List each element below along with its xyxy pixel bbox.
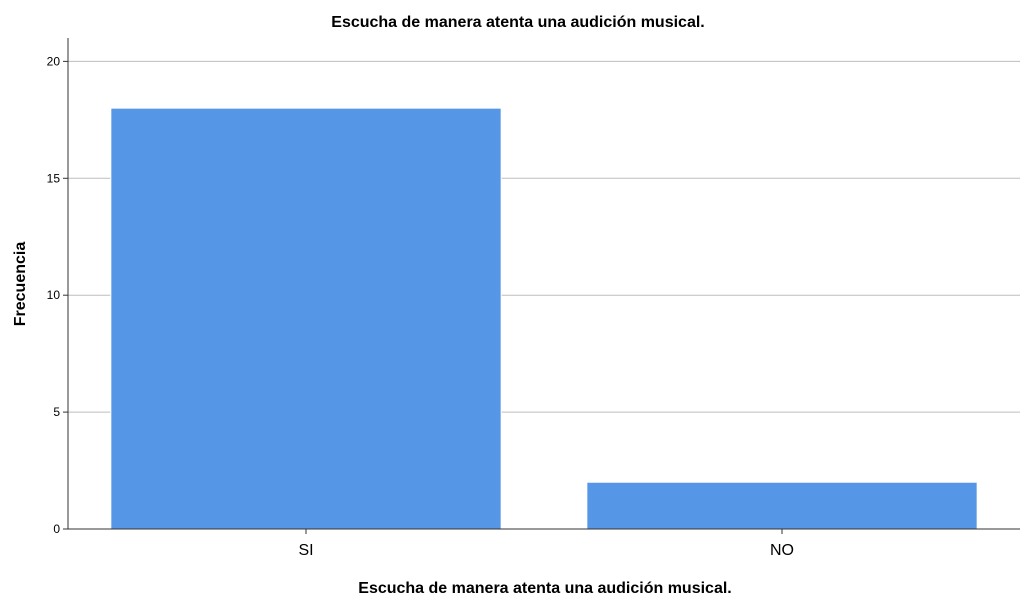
y-tick-label: 5: [53, 405, 60, 419]
chart-title: Escucha de manera atenta una audición mu…: [331, 14, 704, 31]
y-tick-label: 15: [47, 171, 61, 185]
y-axis-label: Frecuencia: [12, 242, 29, 327]
y-tick-label: 10: [47, 288, 61, 302]
y-ticks: 0 5 10 15 20: [47, 54, 68, 536]
bar-si: [110, 107, 502, 530]
bar-no: [586, 481, 978, 530]
x-tick-label: NO: [770, 542, 794, 559]
y-tick-label: 0: [53, 522, 60, 536]
bars: [110, 107, 978, 530]
y-tick-label: 20: [47, 54, 61, 68]
x-ticks: SI NO: [298, 529, 794, 559]
x-axis-label: Escucha de manera atenta una audición mu…: [358, 580, 731, 597]
x-tick-label: SI: [298, 542, 313, 559]
